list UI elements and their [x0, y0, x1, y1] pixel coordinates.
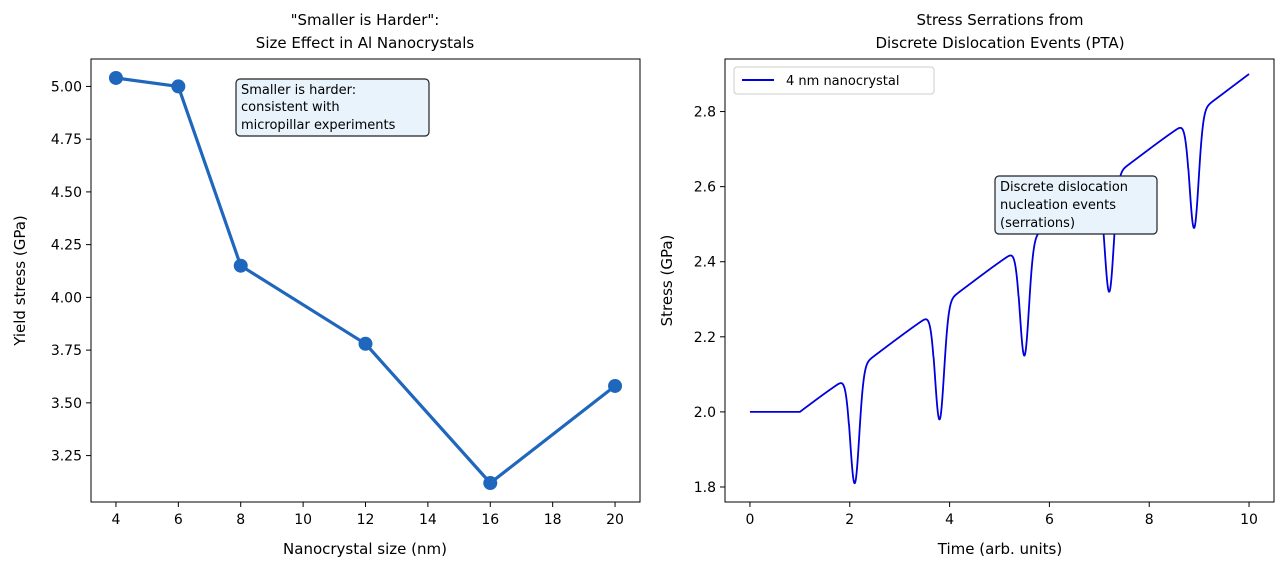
- left-y-tick-label: 4.25: [51, 238, 82, 254]
- right-y-tick-label: 2.6: [694, 180, 716, 196]
- left-y-tick-label: 4.75: [51, 132, 82, 148]
- right-legend: 4 nm nanocrystal: [733, 66, 935, 95]
- left-y-tick-label: 3.25: [51, 449, 82, 465]
- right-x-tick-label: 10: [1240, 512, 1258, 528]
- right-annotation-line-2: nucleation events: [1000, 198, 1116, 213]
- left-x-tick-label: 12: [357, 512, 375, 528]
- left-annotation: Smaller is harder: consistent with micro…: [235, 78, 430, 137]
- right-plot-area: [749, 73, 1250, 485]
- right-y-tick-label: 1.8: [694, 480, 716, 496]
- left-data-point: [608, 378, 623, 393]
- left-x-tick-label: 14: [419, 512, 437, 528]
- right-y-tick-label: 2.8: [694, 105, 716, 121]
- left-ticks: 4 6 8 10 12 14 16 18 20 3.25 3.50 3.75 4.00 4.25 4.50 4…: [51, 79, 624, 528]
- right-chart: Stress Serrations from Discrete Dislocat…: [658, 11, 1275, 558]
- left-y-tick-label: 3.75: [51, 343, 82, 359]
- left-annotation-line-1: Smaller is harder:: [241, 83, 356, 98]
- left-data-point: [108, 70, 123, 85]
- left-x-tick-label: 10: [294, 512, 312, 528]
- left-y-tick-label: 3.50: [51, 396, 82, 412]
- left-x-tick-label: 4: [111, 512, 120, 528]
- right-x-axis-label: Time (arb. units): [937, 540, 1062, 558]
- left-x-tick-label: 16: [481, 512, 499, 528]
- left-data-point: [171, 79, 186, 94]
- left-y-tick-label: 5.00: [51, 79, 82, 95]
- right-x-tick-label: 0: [745, 512, 754, 528]
- right-ticks: 0 2 4 6 8 10 1.8 2.0 2.2 2.4 2.6 2.8: [694, 105, 1258, 528]
- right-title-line-1: Stress Serrations from: [916, 11, 1083, 29]
- left-plot-area: [108, 70, 623, 491]
- left-annotation-box: [235, 78, 430, 137]
- right-x-tick-label: 6: [1045, 512, 1054, 528]
- left-y-tick-label: 4.00: [51, 290, 82, 306]
- right-series-line: [749, 73, 1250, 485]
- left-data-point: [483, 476, 498, 491]
- right-axes-frame: [724, 58, 1275, 503]
- right-annotation: Discrete dislocation nucleation events (…: [994, 175, 1158, 235]
- right-y-tick-label: 2.2: [694, 330, 716, 346]
- right-title-line-2: Discrete Dislocation Events (PTA): [875, 34, 1124, 52]
- right-x-tick-label: 2: [845, 512, 854, 528]
- left-data-point: [358, 336, 373, 351]
- left-annotation-line-2: consistent with: [241, 100, 340, 115]
- right-annotation-line-1: Discrete dislocation: [1000, 180, 1128, 195]
- right-y-tick-label: 2.0: [694, 405, 716, 421]
- right-annotation-box: [994, 175, 1158, 235]
- left-y-axis-label: Yield stress (GPa): [11, 215, 29, 347]
- left-chart: "Smaller is Harder": Size Effect in Al N…: [11, 11, 641, 558]
- left-axes-frame: [90, 58, 641, 503]
- left-x-tick-label: 18: [544, 512, 562, 528]
- right-y-axis-label: Stress (GPa): [658, 235, 676, 327]
- left-annotation-line-3: micropillar experiments: [241, 118, 396, 133]
- left-y-tick-label: 4.50: [51, 185, 82, 201]
- left-title-line-1: "Smaller is Harder":: [291, 11, 440, 29]
- right-x-tick-label: 8: [1145, 512, 1154, 528]
- right-legend-box: [733, 66, 935, 95]
- left-title-line-2: Size Effect in Al Nanocrystals: [256, 34, 475, 52]
- right-annotation-line-3: (serrations): [1000, 216, 1075, 231]
- right-y-tick-label: 2.4: [694, 255, 716, 271]
- right-x-tick-label: 4: [945, 512, 954, 528]
- left-series-line: [115, 76, 616, 485]
- left-x-tick-label: 6: [174, 512, 183, 528]
- left-data-point: [233, 258, 248, 273]
- right-legend-label: 4 nm nanocrystal: [786, 74, 899, 89]
- left-x-tick-label: 20: [606, 512, 624, 528]
- left-x-axis-label: Nanocrystal size (nm): [283, 540, 447, 558]
- left-x-tick-label: 8: [236, 512, 245, 528]
